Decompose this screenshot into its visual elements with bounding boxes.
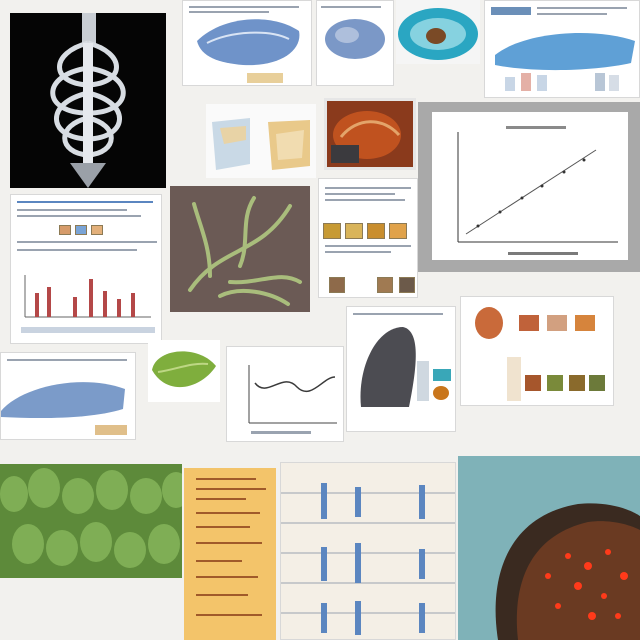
anatomy-render-image <box>182 0 312 86</box>
grass-canopy-image <box>0 464 182 578</box>
stone-specimen-image <box>206 104 316 178</box>
process-diagram-image <box>280 462 456 640</box>
annotated-page-image <box>184 468 276 640</box>
teal-render-image <box>396 0 480 64</box>
organ-render-image <box>316 0 394 86</box>
thumbnail-document-image <box>318 178 418 298</box>
tissue-photo-image <box>324 98 416 170</box>
blue-organ-document-image <box>0 352 136 440</box>
specimen-jars-image <box>460 296 614 406</box>
skeleton-xray-image <box>10 13 166 188</box>
line-plot-image <box>226 346 344 442</box>
fluorescence-scan-image <box>458 456 640 640</box>
blue-diagram-image <box>484 0 640 98</box>
scatter-plot-image <box>418 102 640 272</box>
leaf-render-image <box>148 340 220 402</box>
plant-specimen-image <box>170 186 310 312</box>
sculpture-photo-image <box>346 306 456 432</box>
bar-chart-image <box>10 194 162 344</box>
